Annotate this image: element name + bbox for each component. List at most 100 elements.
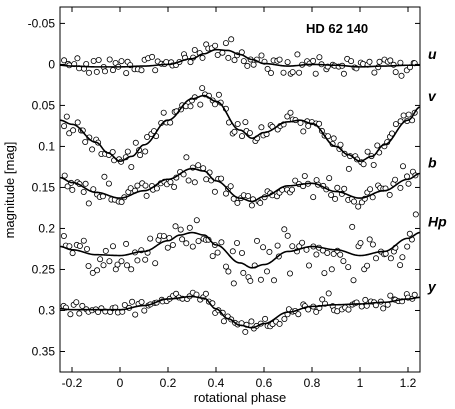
data-point <box>397 118 404 125</box>
y-axis-label: magnitude [mag] <box>2 142 17 239</box>
data-point <box>362 296 369 303</box>
data-point <box>247 277 254 284</box>
data-point <box>160 233 167 240</box>
data-point <box>193 217 200 224</box>
data-point <box>405 180 412 187</box>
data-point <box>124 148 131 155</box>
data-point <box>280 69 287 76</box>
data-point <box>281 226 288 233</box>
data-point <box>189 243 196 250</box>
data-point <box>172 223 179 230</box>
data-point <box>66 130 73 137</box>
data-point <box>244 62 251 69</box>
data-point <box>225 54 232 61</box>
data-point <box>276 56 283 63</box>
data-point <box>286 270 293 277</box>
x-tick-label: 0.8 <box>304 376 321 390</box>
data-point <box>284 59 291 66</box>
data-point <box>345 306 352 313</box>
data-point <box>258 52 265 59</box>
fit-curve-v <box>59 94 421 163</box>
data-point <box>332 195 339 202</box>
series-label-y: y <box>427 278 437 294</box>
data-point <box>246 129 253 136</box>
data-point <box>121 301 128 308</box>
y-tick-label: 0.1 <box>38 139 55 153</box>
data-point <box>374 142 381 149</box>
data-point <box>355 203 362 210</box>
x-tick-label: 0.4 <box>208 376 225 390</box>
data-point <box>212 42 219 49</box>
data-point <box>248 318 255 325</box>
data-point <box>85 262 92 269</box>
data-point <box>240 58 247 65</box>
data-point <box>289 69 296 76</box>
data-point <box>123 70 130 77</box>
data-point <box>186 224 193 231</box>
data-point <box>263 268 270 275</box>
data-point <box>231 57 238 64</box>
data-point <box>371 69 378 76</box>
data-point <box>67 311 74 318</box>
data-point <box>64 183 71 190</box>
data-point <box>228 36 235 43</box>
data-point <box>387 57 394 64</box>
data-point <box>187 103 194 110</box>
x-tick-label: 0.2 <box>160 376 177 390</box>
data-point <box>321 270 328 277</box>
data-point <box>397 184 404 191</box>
series-label-b: b <box>428 155 437 171</box>
data-point <box>341 185 348 192</box>
data-point <box>147 235 154 242</box>
data-point <box>101 173 108 180</box>
data-point <box>242 328 249 335</box>
data-point <box>123 240 130 247</box>
data-point <box>183 154 190 161</box>
data-point <box>340 70 347 77</box>
data-point <box>405 111 412 118</box>
data-point <box>397 262 404 269</box>
data-point <box>260 244 267 251</box>
data-point <box>253 237 260 244</box>
data-point <box>134 257 141 264</box>
data-point <box>234 121 241 128</box>
data-point <box>118 198 125 205</box>
data-point <box>214 249 221 256</box>
data-point <box>118 258 125 265</box>
data-point <box>76 310 83 317</box>
data-point <box>310 57 317 64</box>
data-point <box>337 251 344 258</box>
data-point <box>69 250 76 257</box>
data-point <box>218 175 225 182</box>
fit-curve-hp <box>59 231 421 269</box>
data-point <box>102 247 109 254</box>
data-point <box>134 182 141 189</box>
data-point <box>124 262 131 269</box>
x-tick-label: 0.6 <box>256 376 273 390</box>
data-point <box>195 162 202 169</box>
data-point <box>348 58 355 65</box>
y-tick-label: 0.35 <box>32 344 56 358</box>
data-point <box>179 236 186 243</box>
series-label-v: v <box>428 88 437 104</box>
data-point <box>399 163 406 170</box>
data-point <box>195 238 202 245</box>
data-point <box>191 47 198 54</box>
data-point <box>387 255 394 262</box>
data-point <box>299 239 306 246</box>
data-point <box>128 266 135 273</box>
data-point <box>202 290 209 297</box>
data-point <box>102 68 109 75</box>
data-point <box>403 173 410 180</box>
y-tick-label: 0.25 <box>32 262 56 276</box>
y-tick-label: 0.15 <box>32 180 56 194</box>
data-point <box>76 242 83 249</box>
data-point <box>392 69 399 76</box>
data-point <box>326 175 333 182</box>
data-point <box>164 244 171 251</box>
data-point <box>169 241 176 248</box>
data-point <box>114 261 121 268</box>
data-point <box>95 57 102 64</box>
data-point <box>211 101 218 108</box>
data-point <box>225 268 232 275</box>
